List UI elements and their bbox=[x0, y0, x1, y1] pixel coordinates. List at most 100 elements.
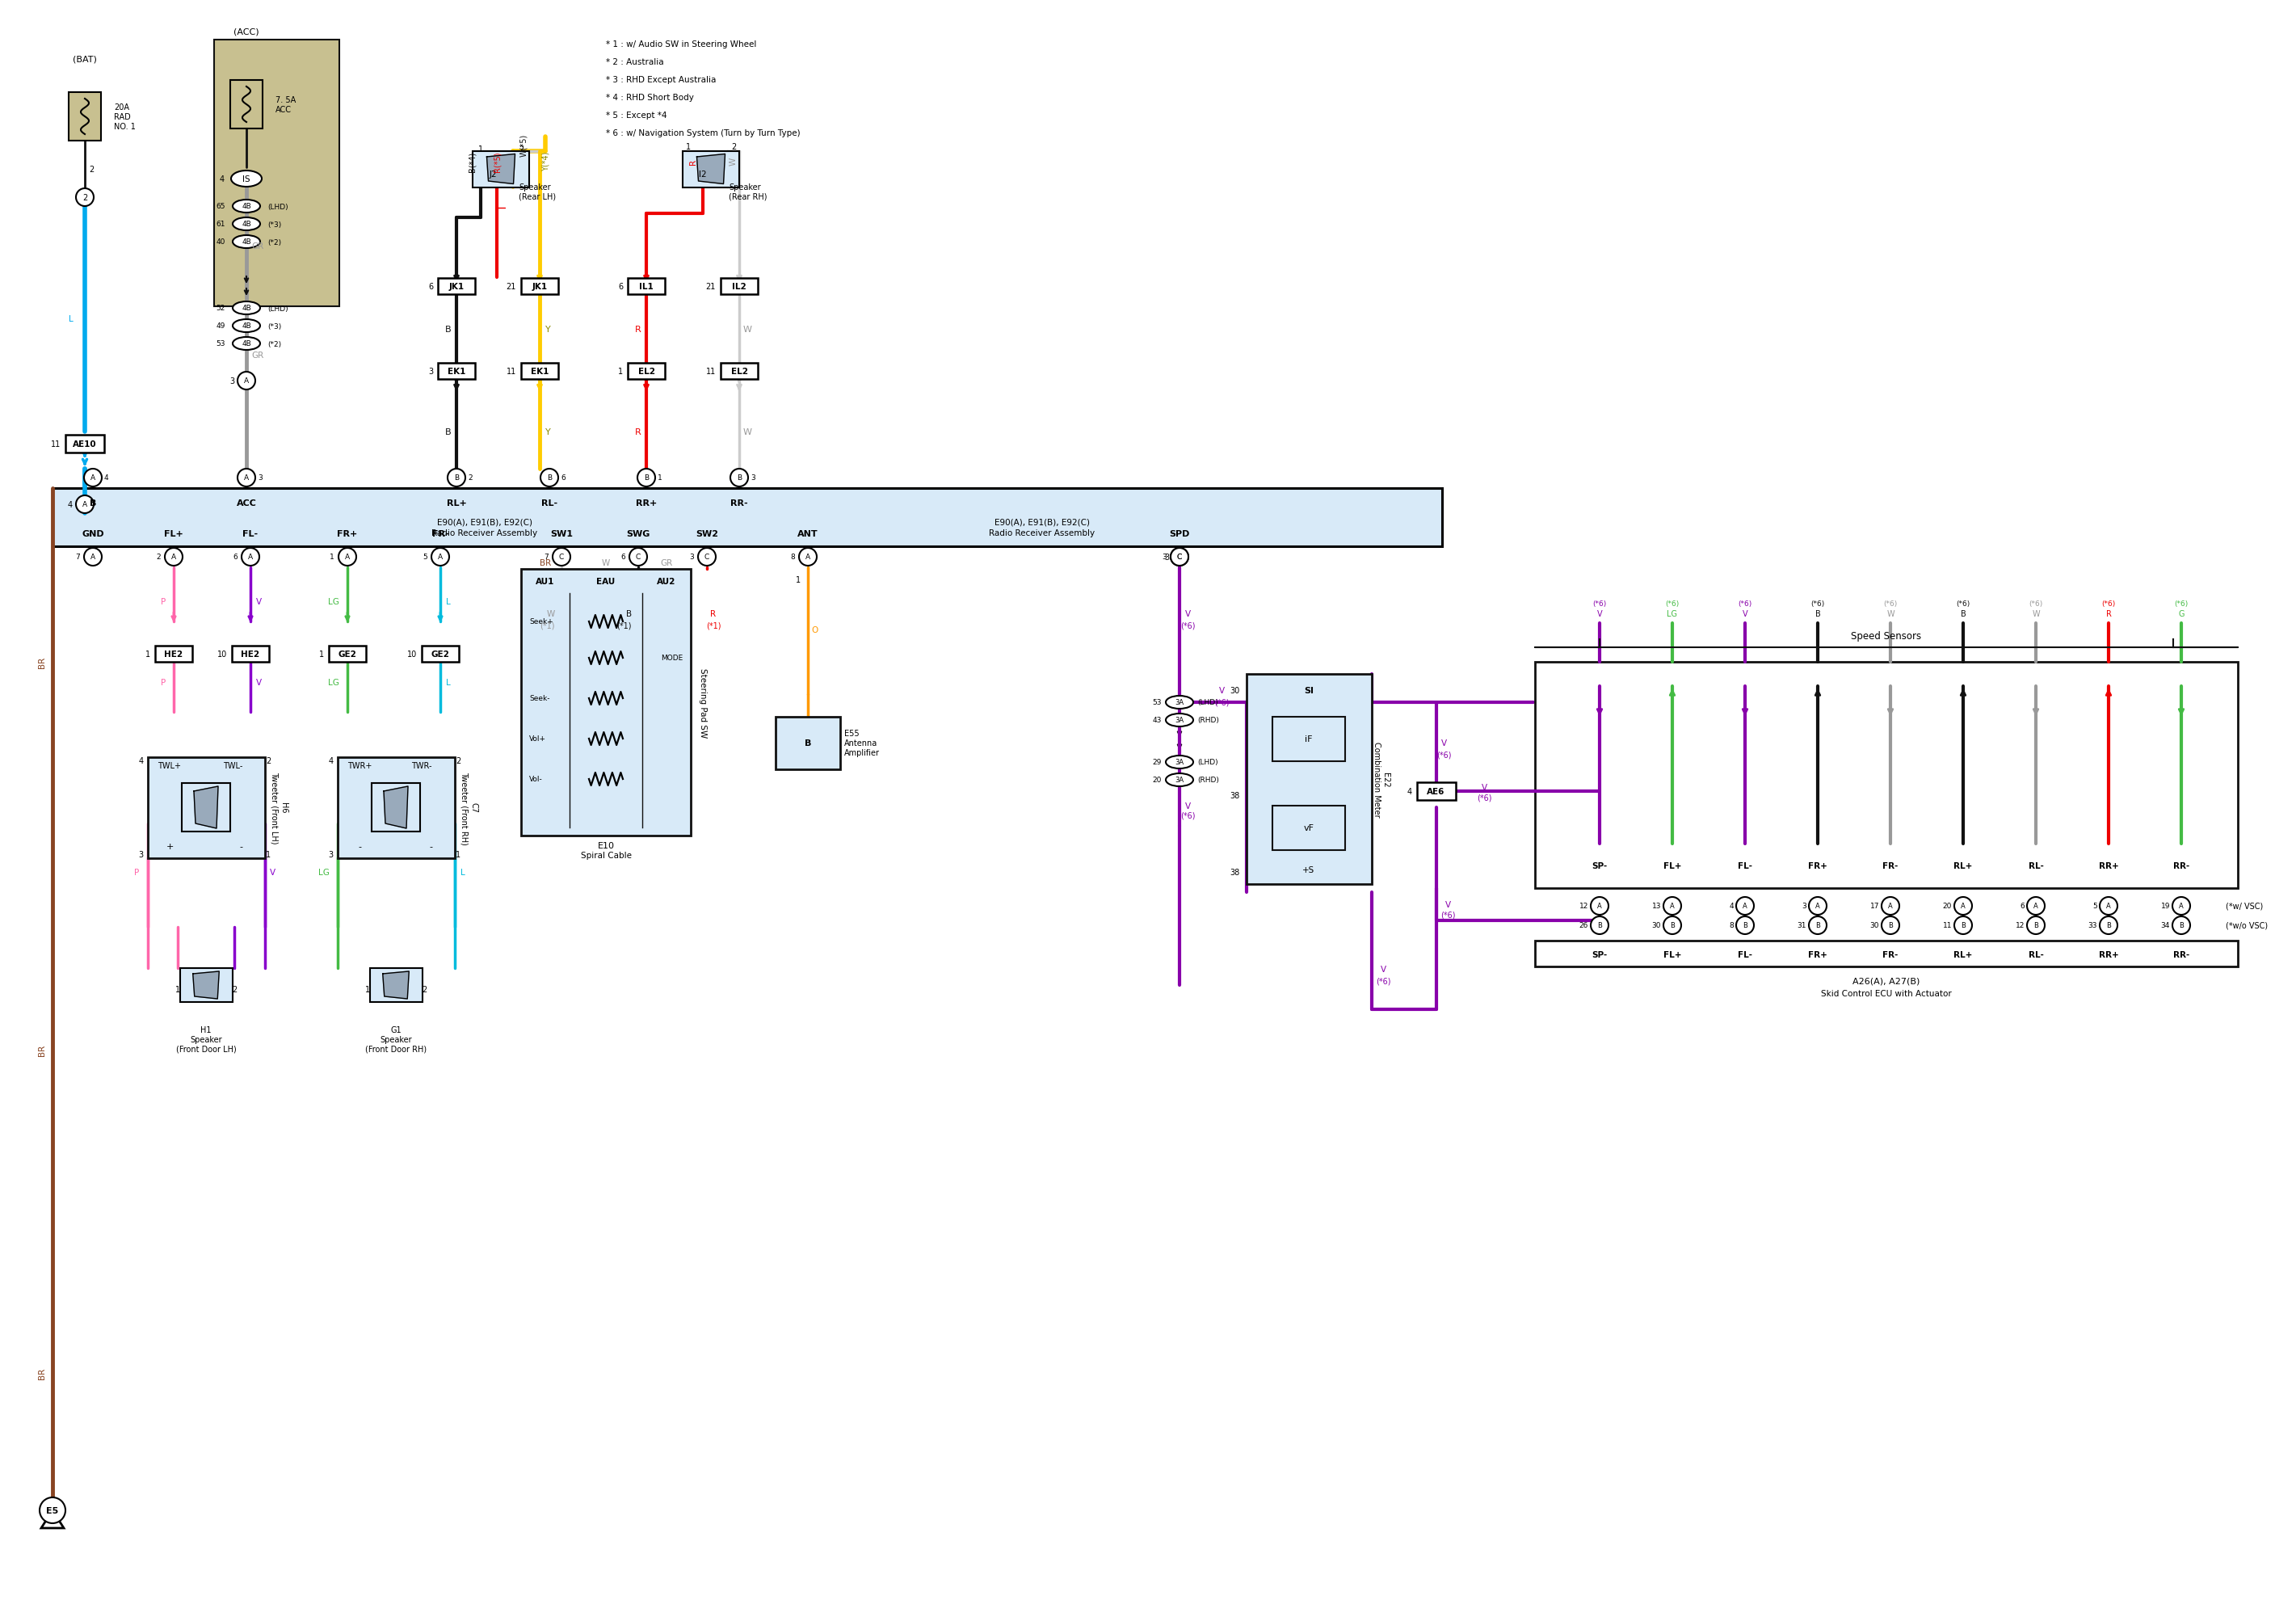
Text: B: B bbox=[2034, 922, 2039, 930]
Text: GND: GND bbox=[83, 530, 103, 538]
Text: RL+: RL+ bbox=[1954, 862, 1972, 870]
Bar bbox=[147, 757, 264, 858]
Text: AU1: AU1 bbox=[535, 578, 556, 586]
Text: 53: 53 bbox=[216, 341, 225, 347]
Text: -: - bbox=[239, 843, 243, 851]
Polygon shape bbox=[383, 787, 409, 829]
Text: B: B bbox=[643, 475, 650, 482]
Text: 11: 11 bbox=[1942, 922, 1952, 930]
Circle shape bbox=[730, 469, 748, 486]
Text: G1
Speaker
(Front Door RH): G1 Speaker (Front Door RH) bbox=[365, 1026, 427, 1053]
Text: 38: 38 bbox=[1231, 869, 1240, 877]
Text: A: A bbox=[344, 554, 349, 562]
Text: A: A bbox=[90, 475, 96, 482]
Text: H1
Speaker
(Front Door LH): H1 Speaker (Front Door LH) bbox=[177, 1026, 236, 1053]
Text: 8: 8 bbox=[1729, 922, 1733, 930]
Text: RR-: RR- bbox=[2172, 862, 2190, 870]
Bar bbox=[328, 646, 365, 662]
Text: JK1: JK1 bbox=[533, 283, 546, 291]
Text: 4B: 4B bbox=[241, 306, 250, 312]
Text: (*6): (*6) bbox=[1883, 600, 1896, 608]
Text: 10: 10 bbox=[406, 650, 418, 658]
Ellipse shape bbox=[232, 200, 259, 213]
Text: 2: 2 bbox=[83, 194, 87, 202]
Text: 4B: 4B bbox=[241, 238, 250, 246]
Text: BR: BR bbox=[39, 1368, 46, 1379]
Text: W: W bbox=[2032, 610, 2039, 618]
Circle shape bbox=[1662, 898, 1681, 915]
Bar bbox=[721, 363, 758, 379]
Text: 6: 6 bbox=[618, 283, 622, 291]
Text: (*6): (*6) bbox=[1375, 978, 1391, 986]
Text: GE2: GE2 bbox=[432, 650, 450, 658]
Text: E10: E10 bbox=[597, 842, 615, 850]
Text: V: V bbox=[255, 598, 262, 606]
Bar bbox=[181, 784, 230, 832]
Ellipse shape bbox=[1166, 774, 1194, 787]
Text: (*2): (*2) bbox=[266, 238, 280, 246]
Text: * 3 : RHD Except Australia: * 3 : RHD Except Australia bbox=[606, 75, 716, 83]
Text: FR+: FR+ bbox=[338, 530, 358, 538]
Text: V: V bbox=[1481, 784, 1488, 792]
Text: (*6): (*6) bbox=[2101, 600, 2115, 608]
Text: 4: 4 bbox=[103, 475, 108, 482]
Circle shape bbox=[1662, 917, 1681, 934]
Text: 4B: 4B bbox=[241, 203, 250, 210]
Text: J2: J2 bbox=[489, 171, 496, 179]
Text: A: A bbox=[1743, 902, 1747, 910]
Text: 3: 3 bbox=[1802, 902, 1807, 910]
Text: Speed Sensors: Speed Sensors bbox=[1851, 630, 1922, 642]
Text: AU2: AU2 bbox=[657, 578, 675, 586]
Text: 29: 29 bbox=[1153, 758, 1162, 766]
Text: 7: 7 bbox=[544, 554, 549, 562]
Ellipse shape bbox=[232, 235, 259, 248]
Text: 20: 20 bbox=[1942, 902, 1952, 910]
Circle shape bbox=[432, 549, 450, 566]
Polygon shape bbox=[487, 155, 514, 184]
Ellipse shape bbox=[232, 218, 259, 230]
Text: 1: 1 bbox=[687, 142, 691, 150]
Text: Vol+: Vol+ bbox=[528, 736, 546, 742]
Text: B: B bbox=[1887, 922, 1892, 930]
Text: W(*5): W(*5) bbox=[519, 134, 528, 157]
Text: 3: 3 bbox=[1162, 554, 1166, 562]
Text: FR+: FR+ bbox=[1807, 950, 1828, 958]
Circle shape bbox=[553, 549, 569, 566]
Text: 6: 6 bbox=[232, 554, 236, 562]
Text: E22
Combination Meter: E22 Combination Meter bbox=[1373, 741, 1389, 818]
Text: LG: LG bbox=[1667, 610, 1678, 618]
Text: A: A bbox=[2105, 902, 2110, 910]
Text: 6: 6 bbox=[620, 554, 625, 562]
Text: BR: BR bbox=[540, 558, 551, 566]
Text: GR: GR bbox=[661, 558, 673, 566]
Text: 7: 7 bbox=[76, 554, 80, 562]
Text: P: P bbox=[161, 678, 165, 686]
Text: Speaker
(Rear LH): Speaker (Rear LH) bbox=[519, 184, 556, 202]
Circle shape bbox=[236, 469, 255, 486]
Text: IL2: IL2 bbox=[732, 283, 746, 291]
Text: ACC: ACC bbox=[236, 499, 257, 507]
Text: 3: 3 bbox=[751, 475, 755, 482]
Text: E5: E5 bbox=[46, 1506, 60, 1514]
Text: A: A bbox=[83, 501, 87, 509]
Text: 3: 3 bbox=[689, 554, 693, 562]
Text: LG: LG bbox=[328, 678, 340, 686]
Text: A: A bbox=[172, 554, 177, 562]
Text: R: R bbox=[709, 610, 716, 618]
Text: R: R bbox=[636, 429, 641, 437]
Text: RR+: RR+ bbox=[2099, 950, 2119, 958]
Text: 30: 30 bbox=[1869, 922, 1878, 930]
Text: C: C bbox=[636, 554, 641, 562]
Ellipse shape bbox=[232, 338, 259, 350]
Text: 4: 4 bbox=[69, 501, 73, 509]
Text: 5: 5 bbox=[2092, 902, 2096, 910]
Text: 4: 4 bbox=[328, 757, 333, 765]
Text: FR-: FR- bbox=[1883, 862, 1899, 870]
Bar bbox=[439, 363, 475, 379]
Text: 6: 6 bbox=[427, 283, 434, 291]
Text: SPD: SPD bbox=[1169, 530, 1189, 538]
Circle shape bbox=[1736, 917, 1754, 934]
Text: 12: 12 bbox=[1580, 902, 1589, 910]
Text: R(*5): R(*5) bbox=[494, 152, 501, 171]
Text: EAU: EAU bbox=[597, 578, 615, 586]
